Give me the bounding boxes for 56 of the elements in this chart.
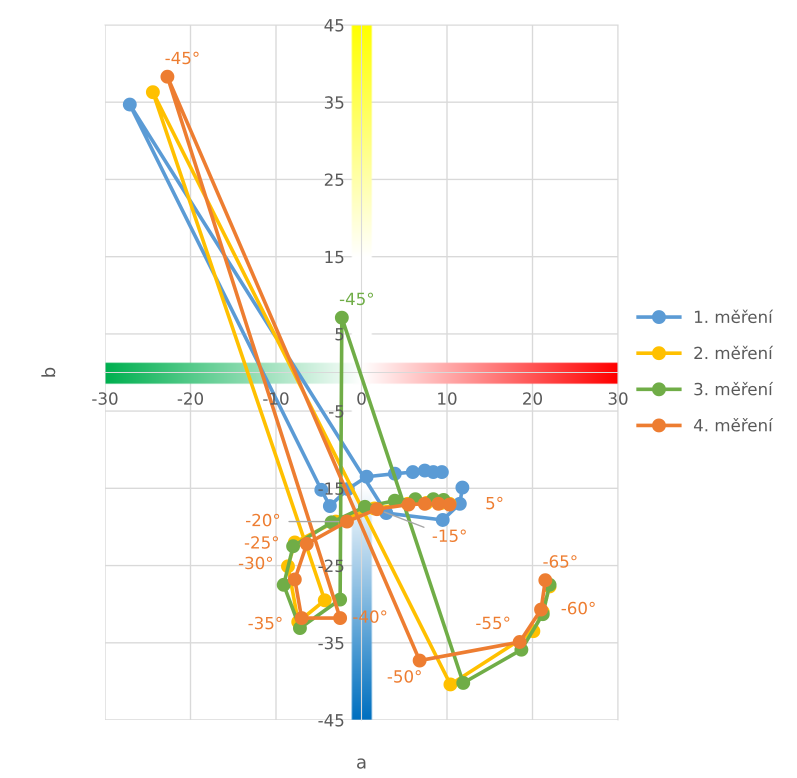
y-axis-title: b [41,368,56,377]
y-tick-label: 15 [325,250,344,264]
annotation: 5° [486,496,502,510]
point [288,572,302,586]
point [294,611,309,626]
x-tick-label: 20 [523,392,542,405]
point [276,578,291,592]
annotation: -45° [340,292,374,306]
point [340,514,354,528]
point [300,536,314,551]
point [334,310,349,325]
annotation: -65° [543,555,577,568]
point [333,611,348,626]
legend-label: 2. měření [694,346,774,360]
point [146,85,160,100]
annotation: -55° [476,616,510,630]
annotation: -60° [562,602,595,614]
point [512,635,527,649]
point [418,464,432,478]
point [456,676,470,690]
y-tick-label: -45 [318,714,344,727]
point [443,678,458,692]
legend-label: 4. měření [694,418,774,432]
annotation: -30° [238,556,272,570]
y-tick-label: -35 [318,636,344,650]
point [122,98,137,112]
point [360,470,374,484]
annotation: -15° [432,529,466,542]
point [436,513,450,527]
annotation: -50° [388,670,421,683]
y-tick-label: -15 [318,482,344,495]
point [412,654,427,668]
point [455,480,470,495]
annotation: -20° [246,514,280,526]
x-tick-label: 0 [357,392,366,405]
y-tick-label: 35 [324,96,344,109]
x-tick-label: 30 [608,392,628,405]
point [286,539,300,554]
point [322,499,337,514]
annotation: -25° [244,536,278,549]
point [538,573,552,588]
x-tick-label: -30 [92,392,118,405]
x-tick-label: 10 [438,392,456,405]
point [370,502,384,516]
y-tick-label: 45 [324,19,344,32]
point [406,465,420,480]
point [160,70,174,84]
annotation: -45° [165,52,199,64]
point [318,593,332,608]
point [432,496,446,511]
legend-label: 1. měření [694,310,774,324]
x-axis-title: a [357,758,366,769]
legend-label: 3. měření [694,382,774,396]
y-tick-label: 25 [324,173,344,186]
annotation: -35° [248,616,282,630]
x-tick-label: -20 [178,392,204,405]
